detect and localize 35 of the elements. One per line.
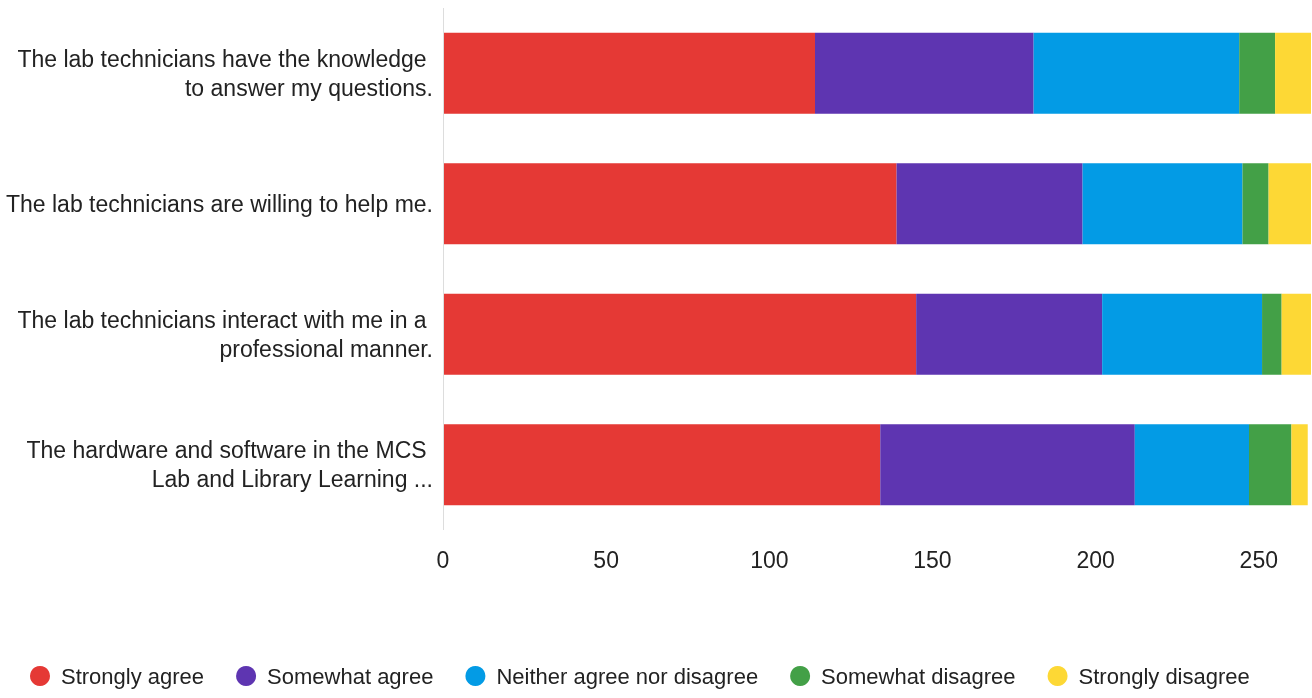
bar (443, 293, 917, 375)
legend-label: Somewhat agree (267, 663, 434, 689)
bar (1291, 424, 1308, 506)
legend-label: Neither agree nor disagree (496, 663, 759, 689)
x-tick-label: 150 (913, 546, 952, 573)
legend-label: Strongly disagree (1078, 663, 1250, 689)
bar (1249, 424, 1292, 506)
bar (1242, 163, 1269, 245)
y-tick-label: The hardware and software in the MCS Lab and Library Learning ... (26, 437, 433, 493)
bar (1082, 163, 1243, 245)
bar (443, 163, 897, 245)
bar (1268, 163, 1311, 245)
bar (880, 424, 1135, 506)
legend-label: Somewhat disagree (821, 663, 1016, 689)
bar (1134, 424, 1249, 506)
bar (896, 163, 1083, 245)
bar (916, 293, 1103, 375)
bar (815, 32, 1034, 114)
bar (1281, 293, 1311, 375)
x-tick-label: 100 (750, 546, 789, 573)
bar (1275, 32, 1311, 114)
legend-label: Strongly agree (61, 663, 205, 689)
x-tick-label: 50 (593, 546, 619, 573)
y-tick-label: The lab technicians are willing to help me. (5, 190, 433, 217)
bar (443, 32, 815, 114)
bar (1033, 32, 1240, 114)
y-tick-label: The lab technicians interact with me in a professional manner. (17, 306, 433, 362)
bar (1239, 32, 1276, 114)
x-tick-label: 250 (1239, 546, 1278, 573)
bar (1262, 293, 1282, 375)
y-tick-label: The lab technicians have the knowledge to answer my questions. (17, 45, 433, 101)
x-tick-label: 200 (1076, 546, 1115, 573)
bar (443, 424, 881, 506)
bar (1102, 293, 1263, 375)
x-tick-label: 0 (436, 546, 450, 573)
